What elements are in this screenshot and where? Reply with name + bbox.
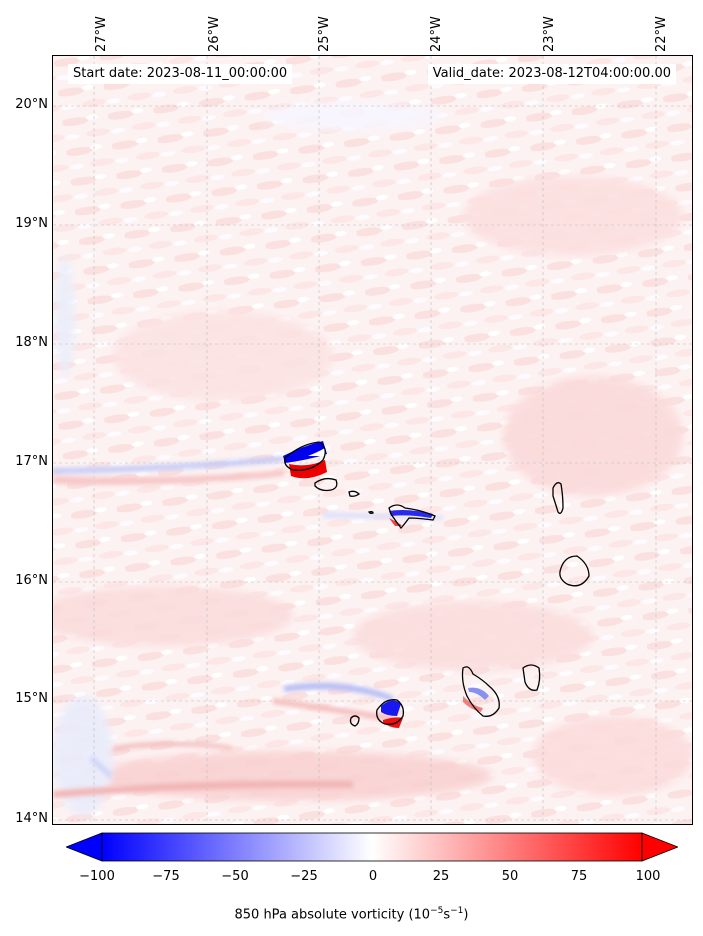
lat-label-17n: 17°N: [15, 454, 48, 469]
vorticity-map: [52, 55, 693, 825]
colorbar-tick: −100: [79, 869, 115, 884]
map-canvas: [53, 56, 692, 824]
lat-label-18n: 18°N: [15, 335, 48, 350]
lon-label-22w: 22°W: [654, 16, 669, 52]
graticule: [53, 56, 692, 824]
colorbar-tick: −75: [152, 869, 180, 884]
colorbar-body: [101, 832, 643, 862]
wake-streaks: [53, 456, 443, 798]
lon-label-27w: 27°W: [94, 16, 109, 52]
island-branco: [368, 511, 374, 514]
colorbar-tick: −25: [290, 869, 318, 884]
island-fogo: [376, 699, 405, 725]
lat-label-16n: 16°N: [15, 573, 48, 588]
lat-label-19n: 19°N: [15, 216, 48, 231]
island-santiago: [461, 666, 500, 717]
island-santo-antao: [284, 441, 326, 471]
lon-label-24w: 24°W: [429, 16, 444, 52]
colorbar-label: 850 hPa absolute vorticity (10−5s−1): [234, 906, 469, 923]
island-brava: [349, 715, 360, 727]
colorbar-tick: 25: [432, 869, 450, 884]
lat-label-14n: 14°N: [15, 811, 48, 826]
lon-label-25w: 25°W: [317, 16, 332, 52]
coastlines: [284, 441, 590, 727]
colorbar-tick: 75: [570, 869, 588, 884]
colorbar: [64, 832, 680, 862]
island-maio: [522, 664, 541, 691]
island-sao-vicente: [314, 477, 338, 492]
island-sao-nicolau: [388, 504, 436, 529]
start-date-label: Start date: 2023-08-11_00:00:00: [68, 64, 293, 84]
island-boa-vista: [559, 555, 590, 587]
island-santa-luzia: [348, 490, 360, 497]
lat-label-20n: 20°N: [15, 97, 48, 112]
colorbar-extend-min: [64, 832, 103, 862]
colorbar-tick: 100: [635, 869, 661, 884]
valid-date-label: Valid_date: 2023-08-12T04:00:00.00: [427, 64, 676, 84]
island-sal: [552, 482, 564, 514]
lon-label-23w: 23°W: [542, 16, 557, 52]
lat-label-15n: 15°N: [15, 691, 48, 706]
colorbar-tick: 50: [501, 869, 519, 884]
colorbar-extend-max: [641, 832, 680, 862]
colorbar-tick: −50: [221, 869, 249, 884]
lon-label-26w: 26°W: [207, 16, 222, 52]
colorbar-tick: 0: [368, 869, 378, 884]
